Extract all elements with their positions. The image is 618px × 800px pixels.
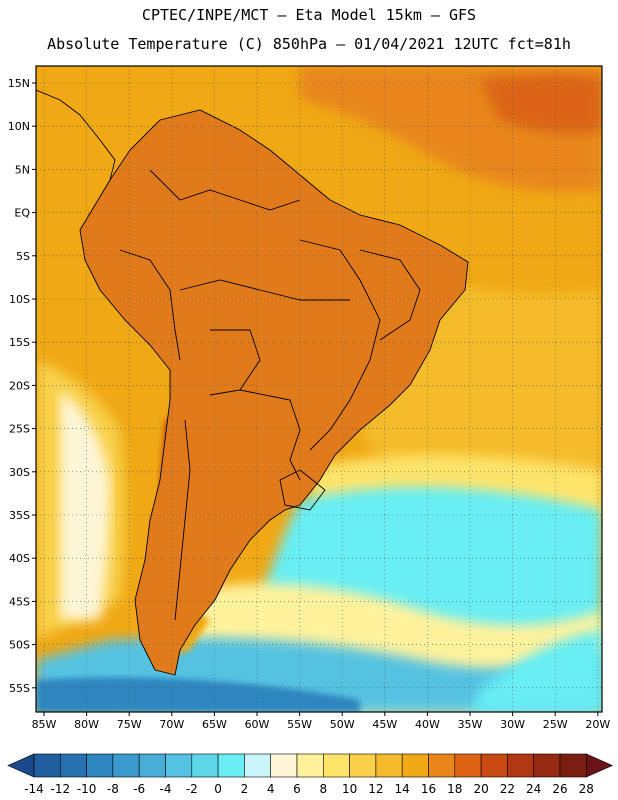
colorbar-label: 10	[342, 782, 357, 796]
colorbar-label: 26	[552, 782, 567, 796]
lon-label: 60W	[245, 718, 270, 731]
lon-label: 80W	[74, 718, 99, 731]
lon-label: 45W	[372, 718, 397, 731]
temperature-map: 15N 10N 5N EQ 5S 10S 15S 20S 25S 30S 35S 40S 45S 50S 5…	[8, 65, 610, 731]
colorbar-cell	[244, 753, 271, 778]
colorbar-min-arrow	[7, 753, 35, 778]
colorbar-label: -6	[133, 782, 145, 796]
colorbar-label: 22	[500, 782, 515, 796]
lat-label: 5S	[16, 250, 30, 263]
lat-label: 40S	[9, 552, 30, 565]
colorbar-cell	[428, 753, 456, 778]
colorbar-label: 16	[421, 782, 436, 796]
latitude-labels: 15N 10N 5N EQ 5S 10S 15S 20S 25S 30S 35S 40S 45S 50S 5…	[8, 77, 36, 695]
colorbar-label: -14	[24, 782, 44, 796]
lon-label: 50W	[330, 718, 355, 731]
colorbar-label: 18	[447, 782, 462, 796]
colorbar-label: 24	[526, 782, 541, 796]
colorbar-cell	[191, 753, 219, 778]
colorbar-label: -12	[50, 782, 70, 796]
colorbar-label: -2	[186, 782, 198, 796]
border-brazil-bolivia	[179, 279, 350, 301]
colorbar-label: 28	[579, 782, 594, 796]
colorbar-cell	[322, 753, 350, 778]
colorbar-label: 2	[241, 782, 249, 796]
map-frame	[35, 65, 603, 713]
colorbar-max-arrow	[585, 753, 614, 778]
colorbar-cell	[349, 753, 377, 778]
colorbar-labels: -14 -12 -10 -8 -6 -4 -2 0 2 4 6 8 10 12 14 16 18 20 22 24 26…	[24, 782, 594, 796]
central-america-coast	[36, 89, 116, 181]
colorbar-cell	[165, 753, 193, 778]
lat-label: 45S	[9, 595, 30, 608]
lat-label: EQ	[14, 207, 30, 220]
border-chile-argentina	[174, 419, 191, 621]
lon-label: 20W	[585, 718, 610, 731]
chart-title-line1: CPTEC/INPE/MCT – Eta Model 15km – GFS	[141, 6, 477, 24]
colorbar-label: 14	[395, 782, 410, 796]
lon-label: 30W	[500, 718, 525, 731]
lon-label: 55W	[287, 718, 312, 731]
border-bolivia	[209, 329, 261, 396]
lon-label: 40W	[415, 718, 440, 731]
lat-label: 10N	[8, 120, 30, 133]
lat-label: 55S	[9, 682, 30, 695]
lat-label: 35S	[9, 509, 30, 522]
colorbar-cell	[33, 753, 61, 778]
lon-label: 75W	[117, 718, 142, 731]
colorbar-cell	[401, 753, 429, 778]
colorbar-label: 12	[368, 782, 383, 796]
colorbar-cell	[138, 753, 166, 778]
lon-label: 70W	[159, 718, 184, 731]
lon-label: 65W	[202, 718, 227, 731]
colorbar-cell	[296, 753, 324, 778]
colorbar-label: 6	[293, 782, 301, 796]
colorbar-cell	[112, 753, 140, 778]
lat-label: 20S	[9, 379, 30, 392]
field-north-hot	[480, 74, 602, 134]
lat-label: 15N	[8, 77, 30, 90]
lon-label: 85W	[32, 718, 57, 731]
colorbar-cell	[559, 753, 587, 778]
colorbar-label: 20	[473, 782, 488, 796]
colorbar-cells	[7, 753, 614, 778]
chart-title-line2: Absolute Temperature (C) 850hPa – 01/04/…	[47, 35, 571, 53]
colorbar-label: -8	[107, 782, 119, 796]
colorbar-cell	[217, 753, 245, 778]
colorbar-cell	[507, 753, 534, 778]
colorbar-cell	[480, 753, 508, 778]
border-ne-states	[359, 249, 421, 341]
lon-label: 35W	[458, 718, 483, 731]
colorbar-label: -4	[160, 782, 172, 796]
colorbar-cell	[270, 753, 298, 778]
lat-label: 15S	[9, 336, 30, 349]
colorbar-label: 0	[214, 782, 222, 796]
lat-label: 50S	[9, 639, 30, 652]
border-peru	[119, 249, 181, 361]
colorbar-cell	[59, 753, 87, 778]
border-paraguay-argentina	[239, 389, 301, 481]
lat-label: 25S	[9, 423, 30, 436]
border-north	[149, 169, 301, 211]
colorbar-label: -10	[77, 782, 97, 796]
field-pacific-pale	[60, 390, 110, 620]
lat-label: 30S	[9, 466, 30, 479]
field-south-darkblue	[36, 677, 360, 712]
field-southeast-cyan	[470, 630, 602, 712]
lat-label: 5N	[15, 163, 30, 176]
colorbar-cell	[375, 753, 403, 778]
lat-label: 10S	[9, 293, 30, 306]
colorbar-cell	[533, 753, 561, 778]
colorbar-cell	[86, 753, 114, 778]
border-brazil-states	[299, 239, 381, 451]
lon-label: 25W	[543, 718, 568, 731]
colorbar: -14 -12 -10 -8 -6 -4 -2 0 2 4 6 8 10 12 14 16 18 20 22 24 26…	[7, 753, 614, 796]
political-borders	[36, 89, 469, 676]
colorbar-label: 4	[267, 782, 275, 796]
longitude-labels: 85W 80W 75W 70W 65W 60W 55W 50W 45W 40W 35W 30W 25W 2…	[32, 712, 610, 731]
colorbar-label: 8	[319, 782, 327, 796]
colorbar-cell	[454, 753, 482, 778]
